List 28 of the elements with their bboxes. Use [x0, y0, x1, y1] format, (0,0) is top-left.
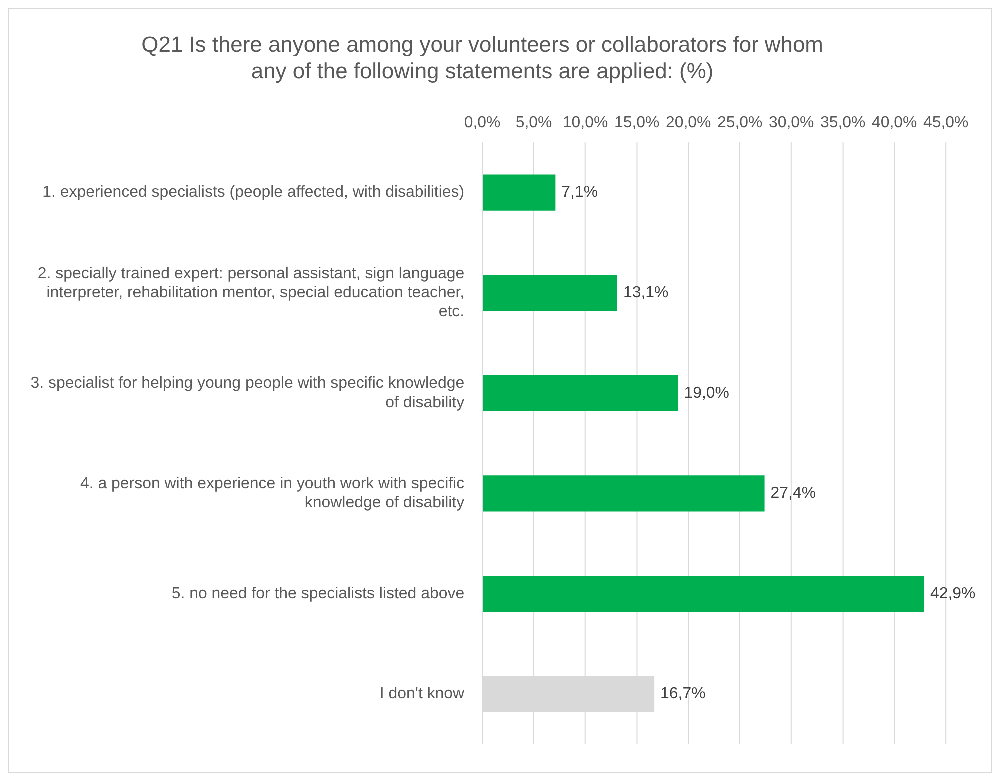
y-tick-label: I don't know — [380, 686, 466, 703]
bar — [483, 476, 765, 512]
y-tick-label: 4. a person with experience in youth work with specific knowledge of disability — [80, 476, 465, 512]
x-tick-label: 25,0% — [717, 114, 763, 132]
data-label: 27,4% — [770, 485, 816, 502]
bar — [483, 375, 678, 412]
x-tick-label: 15,0% — [614, 114, 660, 132]
x-tick-label: 30,0% — [768, 114, 814, 132]
y-tick-label: 2. specially trained expert: personal assistant, sign language interpreter, rehabilitation mentor, special education teacher, etc. — [38, 265, 465, 321]
data-label: 42,9% — [930, 585, 976, 602]
y-tick-label: 5. no need for the specialists listed above — [172, 585, 465, 602]
data-label: 19,0% — [684, 384, 730, 402]
y-tick-label: 3. specialist for helping young people with specific knowledge of disability — [30, 375, 465, 412]
data-label: 13,1% — [623, 284, 669, 302]
x-tick-label: 45,0% — [923, 114, 969, 132]
x-tick-label: 20,0% — [666, 114, 712, 132]
bar — [483, 275, 618, 312]
data-label: 7,1% — [562, 184, 598, 202]
bar — [483, 576, 924, 612]
x-tick-label: 10,0% — [562, 114, 608, 132]
x-tick-label: 0,0% — [464, 114, 501, 132]
data-label: 16,7% — [660, 686, 706, 703]
y-tick-label: 1. experienced specialists (people affected, with disabilities) — [42, 184, 465, 202]
bar — [483, 174, 556, 211]
x-tick-label: 35,0% — [820, 114, 866, 132]
chart-title: Q21 Is there anyone among your volunteers or collaborators for whom any of the following statements are applied: (%) — [142, 32, 824, 84]
x-tick-label: 5,0% — [516, 114, 552, 132]
x-tick-label: 40,0% — [872, 114, 918, 132]
